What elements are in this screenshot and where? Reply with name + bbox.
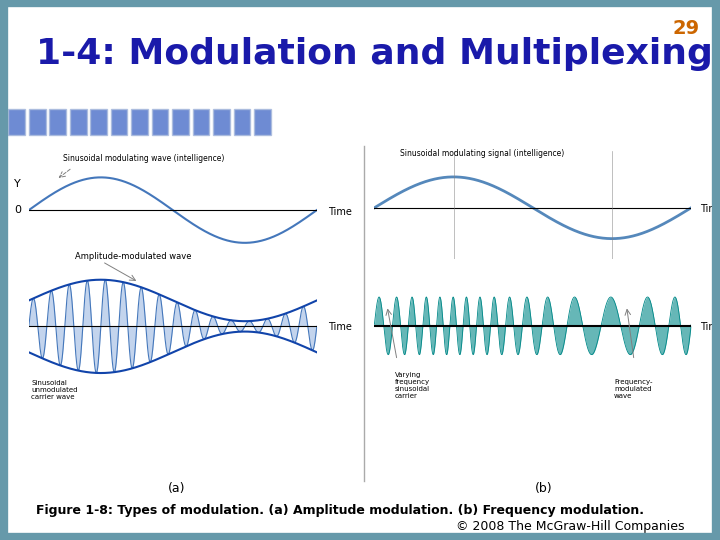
FancyBboxPatch shape <box>213 109 230 136</box>
Text: Time: Time <box>328 207 352 217</box>
Text: Sinusoidal modulating wave (intelligence): Sinusoidal modulating wave (intelligence… <box>63 154 225 163</box>
Text: © 2008 The McGraw-Hill Companies: © 2008 The McGraw-Hill Companies <box>456 520 684 533</box>
Text: Y: Y <box>14 179 21 189</box>
FancyBboxPatch shape <box>193 109 210 136</box>
FancyBboxPatch shape <box>8 109 25 136</box>
Text: 0: 0 <box>14 205 21 215</box>
Text: (a): (a) <box>168 482 185 495</box>
Text: Time: Time <box>700 322 720 332</box>
FancyBboxPatch shape <box>152 109 168 136</box>
FancyBboxPatch shape <box>70 109 86 136</box>
FancyBboxPatch shape <box>234 109 251 136</box>
Text: 1-4: Modulation and Multiplexing: 1-4: Modulation and Multiplexing <box>36 37 713 71</box>
Text: Sinusoidal modulating signal (intelligence): Sinusoidal modulating signal (intelligen… <box>400 150 564 158</box>
FancyBboxPatch shape <box>254 109 271 136</box>
Text: Time: Time <box>328 322 352 332</box>
FancyBboxPatch shape <box>111 109 127 136</box>
Text: Amplitude-modulated wave: Amplitude-modulated wave <box>75 252 191 261</box>
FancyBboxPatch shape <box>131 109 148 136</box>
FancyBboxPatch shape <box>29 109 45 136</box>
FancyBboxPatch shape <box>90 109 107 136</box>
Text: (b): (b) <box>535 482 552 495</box>
Text: Frequency-
modulated
wave: Frequency- modulated wave <box>614 379 652 399</box>
FancyBboxPatch shape <box>172 109 189 136</box>
Text: Varying
frequency
sinusoidal
carrier: Varying frequency sinusoidal carrier <box>395 372 430 399</box>
Text: 29: 29 <box>672 19 700 38</box>
Text: Figure 1-8: Types of modulation. (a) Amplitude modulation. (b) Frequency modulat: Figure 1-8: Types of modulation. (a) Amp… <box>36 504 644 517</box>
Text: Sinusoidal
unmodulated
carrier wave: Sinusoidal unmodulated carrier wave <box>31 380 78 400</box>
Text: Time: Time <box>700 204 720 214</box>
FancyBboxPatch shape <box>49 109 66 136</box>
